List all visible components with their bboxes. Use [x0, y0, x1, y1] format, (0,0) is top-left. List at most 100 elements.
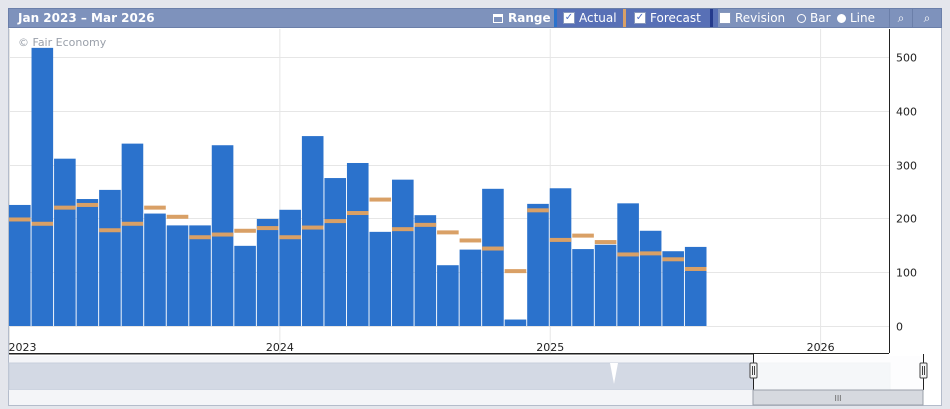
y-tick-label: 200 [896, 213, 917, 226]
zoom-in-button[interactable]: ⌕ [889, 9, 912, 27]
actual-bar [234, 245, 256, 326]
x-tick-label: 2023 [9, 341, 37, 354]
forecast-marker [617, 252, 639, 257]
actual-label: Actual [579, 11, 617, 25]
actual-bar [459, 249, 482, 326]
actual-bar [99, 189, 121, 326]
actual-toggle[interactable]: ✓ Actual [557, 9, 629, 27]
actual-bar [144, 213, 166, 326]
period-label: Jan 2023 – Mar 2026 [18, 11, 155, 25]
navigator-scrollbar-thumb[interactable] [752, 389, 924, 406]
forecast-marker [572, 233, 594, 238]
actual-bar [437, 265, 459, 326]
actual-bar [324, 178, 347, 326]
watermark: © Fair Economy [18, 36, 107, 49]
zoom-out-button[interactable]: ⌕ [912, 9, 941, 27]
bar-mode-radio[interactable]: Bar [794, 9, 841, 27]
actual-bar [684, 246, 707, 326]
actual-bar [301, 136, 324, 326]
navigator-selection[interactable] [753, 356, 923, 390]
calendar-icon [493, 13, 503, 23]
forecast-checkbox[interactable]: ✓ [634, 12, 646, 24]
y-tick-label: 300 [896, 160, 917, 173]
forecast-marker [76, 202, 99, 207]
actual-bar [572, 249, 594, 326]
range-label: Range [508, 11, 551, 25]
forecast-marker [504, 269, 527, 274]
forecast-marker [346, 211, 369, 216]
actual-bar [76, 199, 99, 326]
actual-bar [189, 225, 211, 326]
zoom-in-icon: ⌕ [897, 11, 905, 25]
forecast-marker [684, 266, 707, 271]
actual-bar [549, 188, 572, 326]
forecast-marker [324, 219, 347, 224]
line-mode-radio[interactable]: Line [837, 9, 887, 27]
actual-bar [482, 188, 504, 326]
forecast-marker [549, 237, 572, 242]
y-tick-label: 500 [896, 52, 917, 65]
y-tick-label: 0 [896, 321, 903, 334]
actual-bar [121, 143, 144, 326]
forecast-marker [211, 232, 234, 237]
forecast-marker [234, 228, 256, 233]
navigator-scrollbar-grip: III [834, 394, 841, 403]
x-tick-label: 2026 [807, 341, 835, 354]
forecast-color-swatch [623, 9, 626, 27]
chart-toolbar: Jan 2023 – Mar 2026 Range ✓ Actual ✓ For… [8, 8, 942, 28]
actual-bar [504, 319, 527, 326]
actual-bar [392, 179, 414, 326]
forecast-marker [369, 197, 392, 202]
forecast-marker [594, 240, 617, 245]
actual-bar [166, 225, 189, 326]
forecast-marker [527, 208, 549, 213]
actual-bar [662, 251, 684, 326]
line-radio-icon[interactable] [837, 13, 846, 23]
forecast-marker [99, 228, 121, 233]
forecast-marker [459, 238, 482, 243]
forecast-marker [279, 235, 301, 240]
actual-bar [256, 218, 279, 326]
forecast-marker [54, 205, 76, 210]
revision-label: Revision [735, 11, 786, 25]
navigator-handle-right[interactable] [919, 362, 928, 379]
navigator-handle-left[interactable] [749, 362, 758, 379]
forecast-marker [166, 214, 189, 219]
forecast-marker [662, 257, 684, 262]
forecast-marker [639, 251, 662, 256]
forecast-marker [31, 221, 54, 226]
line-label: Line [850, 11, 876, 25]
actual-bar [639, 230, 662, 326]
forecast-marker [9, 217, 31, 222]
actual-color-swatch [554, 9, 557, 27]
forecast-marker [482, 246, 504, 251]
actual-bar [31, 47, 54, 326]
forecast-marker [144, 205, 166, 210]
actual-bar [9, 204, 31, 326]
actual-bar [527, 203, 549, 326]
revision-checkbox[interactable] [719, 12, 731, 24]
bar-radio-icon[interactable] [797, 13, 806, 23]
x-tick-label: 2024 [266, 341, 294, 354]
zoom-out-icon: ⌕ [923, 11, 931, 25]
actual-bar [54, 158, 76, 326]
actual-bar [369, 231, 392, 326]
forecast-marker [414, 222, 437, 227]
navigator-dip [610, 363, 618, 384]
actual-bar [617, 203, 639, 326]
y-tick-label: 400 [896, 106, 917, 119]
bar-label: Bar [810, 11, 831, 25]
actual-bar [279, 209, 301, 326]
forecast-marker [301, 225, 324, 230]
range-button[interactable]: Range [485, 9, 563, 27]
y-tick-label: 100 [896, 267, 917, 280]
revision-toggle[interactable]: Revision [713, 9, 797, 27]
forecast-toggle[interactable]: ✓ Forecast [626, 9, 718, 27]
actual-checkbox[interactable]: ✓ [563, 12, 575, 24]
revision-color-swatch [710, 9, 713, 27]
forecast-marker [121, 221, 144, 226]
actual-bar [346, 162, 369, 326]
navigator-scrollbar-track[interactable] [9, 390, 923, 405]
forecast-label: Forecast [650, 11, 701, 25]
